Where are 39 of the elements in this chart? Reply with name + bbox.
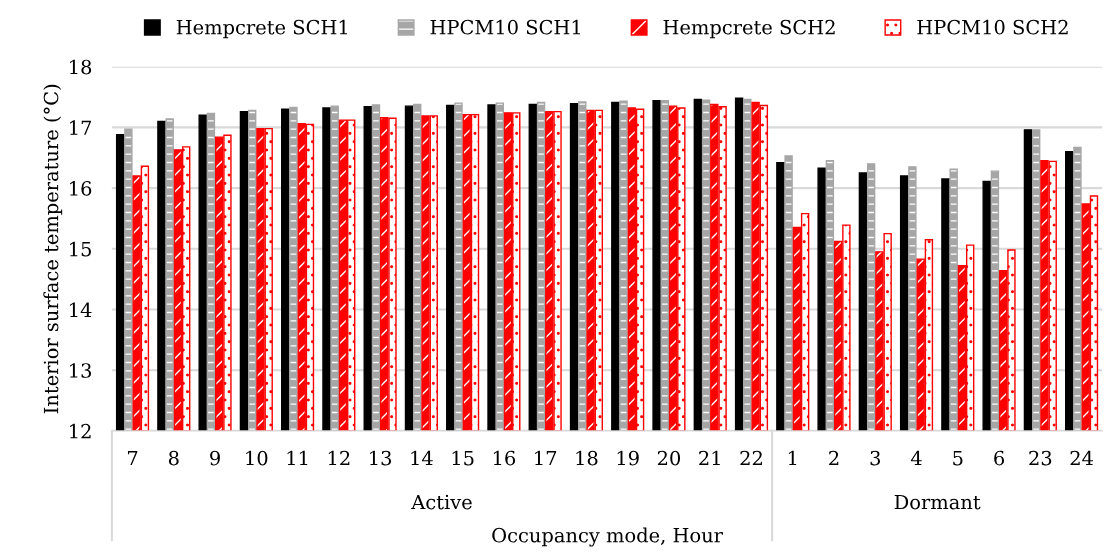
legend-label: Hempcrete SCH2 (663, 19, 835, 39)
x-tick-label: 11 (287, 450, 308, 466)
x-tick-label: 10 (246, 450, 268, 466)
y-axis-title: Interior surface temperature (°C) (43, 84, 63, 414)
x-tick-label: 22 (740, 450, 762, 466)
x-tick-label: 12 (328, 450, 350, 466)
legend-label: Hempcrete SCH1 (176, 19, 347, 39)
x-tick-label: 13 (370, 450, 392, 466)
x-tick-label: 16 (493, 450, 516, 466)
y-tick-label: 15 (70, 241, 91, 257)
y-tick-label: 16 (70, 181, 92, 196)
x-tick-label: 21 (699, 450, 720, 466)
x-tick-label: 2 (829, 450, 839, 466)
x-tick-label: 9 (210, 450, 220, 466)
x-tick-label: 19 (617, 450, 639, 466)
legend-label: HPCM10 SCH2 (917, 19, 1068, 35)
x-tick-label: 17 (535, 450, 557, 466)
x-tick-label: 18 (576, 450, 598, 466)
y-tick-label: 12 (70, 423, 91, 439)
x-tick-label: 5 (953, 450, 963, 466)
y-tick-label: 18 (70, 59, 92, 75)
x-tick-label: 6 (994, 450, 1005, 466)
x-tick-label: 24 (1070, 450, 1093, 466)
x-tick-label: 8 (168, 450, 179, 466)
x-tick-label: 15 (452, 450, 474, 466)
x-axis-title: Occupancy mode, Hour (492, 527, 723, 547)
text: Dormant (894, 494, 981, 510)
y-tick-label: 14 (70, 302, 92, 317)
x-tick-label: 20 (657, 450, 681, 466)
y-tick-label: 17 (70, 120, 92, 135)
text: Active (411, 494, 472, 510)
x-tick-label: 3 (870, 450, 881, 466)
x-tick-label: 14 (411, 450, 433, 466)
y-tick-label: 13 (70, 363, 92, 378)
x-tick-label: 23 (1029, 450, 1052, 466)
x-tick-label: 7 (127, 450, 138, 466)
legend-label: HPCM10 SCH1 (430, 19, 580, 35)
x-tick-label: 4 (910, 450, 922, 466)
x-tick-label: 1 (788, 450, 797, 466)
